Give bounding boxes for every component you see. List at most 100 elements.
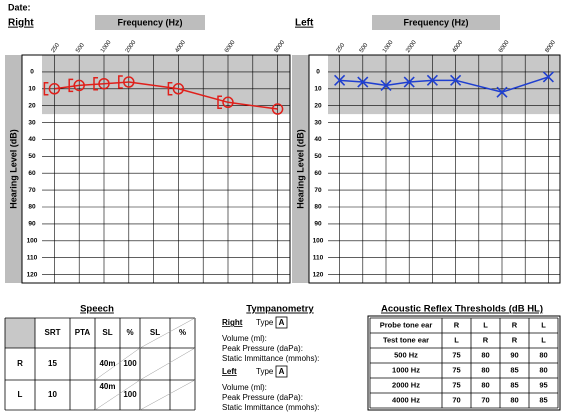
y-axis-bar: [292, 55, 309, 283]
y-tick-label: 40: [314, 136, 322, 143]
speech-header: %: [126, 328, 133, 337]
reflex-header: L: [541, 320, 546, 329]
series-line: [227, 101, 278, 110]
reflex-cell: 70: [452, 395, 460, 404]
tymp-field: Peak Pressure (daPa):: [222, 393, 303, 402]
data-point: [496, 86, 508, 98]
speech-header: SRT: [45, 328, 61, 337]
date-label: Date:: [8, 2, 31, 12]
x-tick-label: 6000: [498, 39, 511, 54]
data-point: [271, 103, 284, 115]
y-axis-label: Hearing Level (dB): [295, 129, 305, 209]
y-tick-label: 120: [27, 271, 38, 278]
speech-cell: 100: [123, 359, 137, 368]
y-tick-label: 30: [28, 119, 36, 126]
reflex-header: Test tone ear: [383, 335, 429, 344]
reflex-title: Acoustic Reflex Thresholds (dB HL): [381, 304, 543, 315]
y-axis-label: Hearing Level (dB): [8, 129, 18, 209]
plot-frame: [308, 54, 561, 284]
y-tick-label: 20: [28, 102, 36, 109]
series-line: [103, 81, 129, 85]
y-tick-label: 50: [314, 153, 322, 160]
reflex-header: L: [454, 335, 459, 344]
reflex-cell: 85: [510, 380, 518, 389]
x-tick-label: 500: [359, 42, 370, 54]
reflex-header: Probe tone ear: [380, 320, 433, 329]
series-line: [385, 81, 410, 87]
reflex-cell: 80: [481, 365, 489, 374]
x-tick-label: 8000: [274, 39, 287, 54]
data-point: [357, 76, 369, 88]
reflex-cell: 80: [539, 350, 547, 359]
data-point: [172, 83, 185, 95]
reflex-cell: 2000 Hz: [392, 380, 420, 389]
series-line: [362, 81, 387, 87]
data-point: [73, 79, 85, 92]
data-point: [334, 74, 346, 86]
speech-title: Speech: [80, 304, 114, 315]
speech-cell: L: [18, 390, 23, 399]
y-tick-label: 120: [313, 271, 324, 278]
strike-line: [139, 347, 196, 381]
y-tick-label: 110: [27, 254, 38, 261]
reflex-header: R: [512, 320, 518, 329]
tymp-type: A: [279, 367, 285, 376]
y-tick-label: 80: [28, 204, 36, 211]
x-tick-label: 8000: [544, 39, 557, 54]
reflex-cell: 75: [452, 365, 460, 374]
x-tick-label: 250: [50, 42, 61, 54]
speech-cell: 40m: [99, 382, 115, 391]
reflex-cell: 4000 Hz: [392, 395, 420, 404]
tymp-ear: Left: [222, 367, 237, 376]
speech-cell: 100: [123, 390, 137, 399]
reflex-cell: 95: [539, 380, 547, 389]
y-tick-label: 100: [27, 237, 38, 244]
x-tick-label: 1000: [100, 39, 113, 54]
series-line: [128, 81, 179, 90]
reflex-cell: 85: [510, 365, 518, 374]
y-tick-label: 50: [28, 153, 36, 160]
speech-cell: R: [17, 359, 23, 368]
reflex-header: R: [512, 335, 518, 344]
series-line: [54, 84, 80, 90]
bracket-symbol: [93, 76, 98, 91]
speech-cell: 15: [48, 359, 57, 368]
x-axis-header: [372, 15, 500, 30]
y-axis-bar: [5, 55, 22, 283]
x-tick-label: 2000: [125, 39, 138, 54]
series-line: [455, 79, 503, 93]
y-tick-label: 70: [28, 187, 36, 194]
tymp-field: Peak Pressure (daPa):: [222, 344, 303, 353]
series-line: [501, 76, 549, 93]
speech-header: SL: [102, 328, 112, 337]
data-point: [450, 74, 462, 86]
data-point: [222, 96, 234, 109]
bracket-symbol: [68, 78, 74, 93]
tymp-ear: Right: [222, 318, 243, 327]
chart-title: Left: [295, 18, 314, 29]
chart-title: Right: [8, 18, 34, 29]
y-tick-label: 60: [28, 170, 36, 177]
x-axis-label: Frequency (Hz): [403, 17, 468, 27]
reflex-cell: 80: [481, 350, 489, 359]
tymp-type-label: Type: [256, 367, 274, 376]
reflex-cell: 80: [481, 380, 489, 389]
y-tick-label: 20: [314, 102, 322, 109]
series-line: [178, 88, 229, 104]
reflex-cell: 80: [510, 395, 518, 404]
strike-line: [139, 317, 196, 349]
reflex-header: L: [483, 320, 488, 329]
tymp-type-box: [275, 316, 288, 329]
y-tick-label: 100: [313, 237, 324, 244]
tymp-type-label: Type: [256, 318, 274, 327]
reflex-cell: 500 Hz: [394, 350, 418, 359]
plot-frame: [21, 54, 291, 284]
speech-header: SL: [150, 328, 160, 337]
series-line: [79, 82, 105, 87]
series-line: [409, 79, 433, 83]
tymp-field: Static Immittance (mmohs):: [222, 403, 319, 412]
x-tick-label: 4000: [174, 39, 187, 54]
x-axis-header: [95, 15, 205, 30]
reflex-cell: 90: [510, 350, 518, 359]
